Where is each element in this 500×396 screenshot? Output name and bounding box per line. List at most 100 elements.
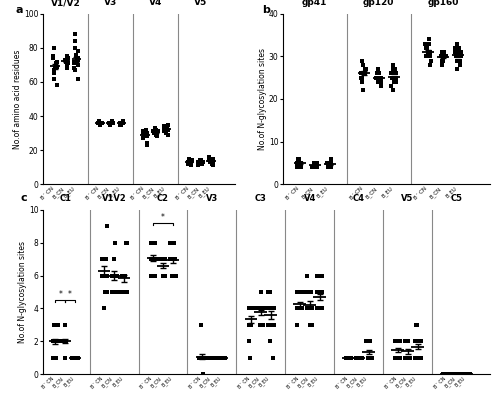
Point: [346, 355, 354, 361]
Point: [50, 53, 58, 59]
Point: [410, 355, 418, 361]
Point: [312, 160, 320, 166]
Point: [326, 160, 334, 166]
Point: [51, 338, 59, 345]
Point: [156, 256, 164, 263]
Point: [170, 256, 177, 263]
Point: [357, 70, 365, 76]
Point: [426, 49, 434, 55]
Point: [74, 57, 82, 63]
Point: [456, 57, 464, 64]
Point: [118, 120, 126, 126]
Point: [151, 240, 159, 246]
Point: [391, 79, 399, 85]
Point: [64, 60, 72, 67]
Point: [54, 58, 62, 65]
Point: [108, 118, 116, 124]
Point: [246, 355, 254, 361]
Point: [395, 355, 403, 361]
Point: [50, 75, 58, 82]
Point: [266, 305, 274, 312]
Point: [120, 272, 128, 279]
Point: [141, 128, 149, 135]
Point: [58, 338, 66, 345]
Point: [221, 355, 229, 361]
Point: [316, 305, 324, 312]
Point: [122, 240, 130, 246]
Point: [58, 338, 66, 345]
Point: [116, 121, 124, 128]
Point: [358, 74, 366, 81]
Point: [344, 355, 351, 361]
Point: [110, 272, 118, 279]
Point: [359, 62, 367, 68]
Point: [308, 305, 316, 312]
Point: [324, 160, 332, 166]
Point: [196, 159, 204, 165]
Point: [438, 49, 446, 55]
Point: [198, 355, 206, 361]
Point: [414, 338, 422, 345]
Point: [158, 256, 166, 263]
Point: [118, 120, 126, 126]
Point: [152, 128, 160, 135]
Point: [113, 289, 121, 295]
Point: [352, 355, 360, 361]
Point: [357, 74, 365, 81]
Point: [344, 355, 352, 361]
Point: [220, 355, 228, 361]
Point: [210, 355, 218, 361]
Point: [374, 74, 382, 81]
Point: [116, 120, 124, 126]
Point: [366, 355, 374, 361]
Point: [142, 131, 150, 138]
Point: [423, 45, 431, 51]
Text: C2: C2: [157, 194, 169, 203]
Point: [454, 371, 462, 377]
Point: [298, 160, 306, 166]
Point: [74, 75, 82, 82]
Point: [94, 120, 102, 126]
Point: [152, 131, 160, 138]
Point: [100, 256, 108, 263]
Point: [198, 322, 205, 328]
Point: [356, 355, 364, 361]
Point: [74, 62, 82, 68]
Point: [313, 289, 321, 295]
Text: C1: C1: [59, 194, 71, 203]
Point: [198, 160, 206, 167]
Point: [63, 55, 71, 61]
Point: [103, 272, 111, 279]
Point: [72, 355, 80, 361]
Point: [389, 74, 397, 81]
Point: [150, 256, 158, 263]
Point: [72, 51, 80, 58]
Point: [312, 160, 320, 166]
Point: [160, 125, 168, 131]
Point: [208, 157, 216, 164]
Point: [156, 256, 164, 263]
Point: [345, 355, 353, 361]
Point: [116, 120, 124, 126]
Point: [298, 305, 306, 312]
Point: [310, 160, 318, 166]
Text: V5: V5: [402, 194, 414, 203]
Point: [160, 272, 168, 279]
Point: [142, 126, 150, 133]
Point: [58, 338, 66, 345]
Point: [424, 45, 432, 51]
Point: [315, 305, 323, 312]
Point: [324, 160, 332, 166]
Point: [248, 322, 256, 328]
Point: [294, 160, 302, 166]
Point: [197, 159, 205, 165]
Point: [362, 66, 370, 72]
Point: [209, 355, 217, 361]
Point: [72, 355, 80, 361]
Point: [358, 70, 366, 76]
Point: [171, 256, 179, 263]
Point: [453, 40, 461, 47]
Point: [466, 371, 473, 377]
Text: V4: V4: [149, 0, 162, 7]
Point: [442, 53, 450, 59]
